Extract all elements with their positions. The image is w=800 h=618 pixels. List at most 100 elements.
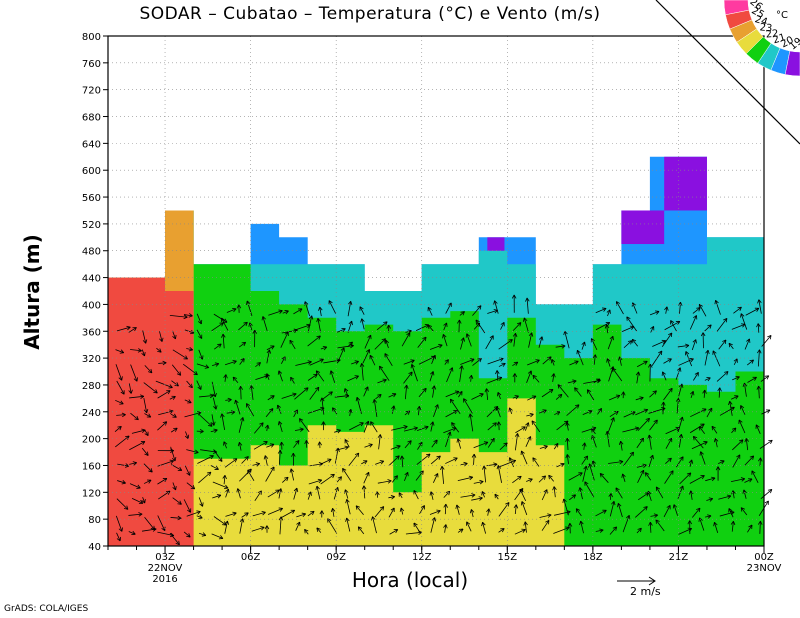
wind-vector bbox=[157, 421, 168, 431]
wind-vector-shaft bbox=[554, 411, 561, 416]
wind-vector-shaft bbox=[344, 388, 349, 398]
wind-vector bbox=[609, 501, 616, 517]
wind-vector-shaft bbox=[745, 307, 760, 316]
wind-vector-shaft bbox=[221, 317, 229, 331]
wind-vector-head bbox=[748, 524, 753, 528]
wind-vector-shaft bbox=[636, 527, 642, 534]
wind-vector-head bbox=[248, 322, 251, 327]
wind-vector-shaft bbox=[675, 367, 681, 380]
wind-vector bbox=[500, 321, 505, 330]
wind-vector-head bbox=[606, 358, 608, 363]
wind-vector-head bbox=[399, 507, 402, 512]
wind-vector bbox=[128, 383, 133, 394]
wind-vector-shaft bbox=[482, 522, 487, 534]
wind-vector-shaft bbox=[255, 362, 261, 368]
wind-vector-shaft bbox=[266, 373, 270, 381]
wind-vector-head bbox=[354, 452, 359, 456]
wind-vector-shaft bbox=[692, 507, 701, 518]
wind-vector bbox=[512, 373, 518, 383]
wind-vector-head bbox=[764, 500, 769, 504]
wind-vector-head bbox=[473, 453, 477, 458]
wind-vector-head bbox=[561, 345, 566, 349]
wind-vector-head bbox=[243, 358, 245, 363]
wind-vector-shaft bbox=[524, 422, 529, 431]
wind-vector-head bbox=[120, 400, 124, 405]
wind-vector bbox=[296, 512, 306, 518]
wind-vector-head bbox=[198, 336, 202, 339]
wind-vector-head bbox=[758, 299, 762, 303]
wind-vector-shaft bbox=[375, 394, 382, 400]
wind-vector-head bbox=[221, 322, 224, 327]
wind-vector-shaft bbox=[170, 446, 176, 462]
wind-vector-head bbox=[689, 490, 692, 495]
wind-vector bbox=[542, 356, 552, 365]
wind-vector-head bbox=[443, 524, 447, 528]
wind-vector-head bbox=[172, 335, 176, 340]
wind-vector bbox=[744, 455, 755, 466]
wind-vector-head bbox=[478, 496, 483, 499]
wind-vector bbox=[347, 375, 359, 382]
wind-vector-head bbox=[125, 465, 130, 468]
wind-vector-head bbox=[640, 397, 644, 401]
wind-vector-head bbox=[737, 306, 742, 309]
wind-vector-head bbox=[390, 495, 395, 498]
wind-vector bbox=[186, 346, 194, 352]
wind-vector-head bbox=[246, 300, 248, 305]
wind-vector-head bbox=[278, 516, 282, 521]
wind-vector-head bbox=[621, 473, 623, 478]
wind-vector bbox=[304, 440, 309, 448]
wind-vector-head bbox=[221, 413, 225, 418]
wind-vector-shaft bbox=[568, 472, 583, 481]
wind-vector-head bbox=[525, 297, 528, 302]
wind-vector-shaft bbox=[224, 374, 227, 382]
wind-vector-head bbox=[463, 461, 468, 464]
wind-vector-shaft bbox=[566, 454, 569, 465]
wind-vector bbox=[498, 362, 506, 367]
legend-level-label: 21 bbox=[772, 32, 787, 46]
wind-vector-head bbox=[202, 502, 204, 507]
wind-vector bbox=[222, 475, 227, 485]
wind-vector-shaft bbox=[679, 472, 692, 485]
wind-vector-shaft bbox=[699, 517, 705, 531]
wind-vector-shaft bbox=[384, 353, 393, 367]
wind-vector bbox=[449, 398, 461, 415]
wind-vector-shaft bbox=[323, 359, 341, 364]
wind-vector-head bbox=[632, 338, 637, 342]
wind-vector-shaft bbox=[224, 360, 237, 366]
wind-vector-head bbox=[311, 315, 314, 320]
wind-vector bbox=[541, 519, 550, 531]
wind-vector-shaft bbox=[351, 360, 359, 365]
wind-vector bbox=[565, 454, 570, 465]
wind-vector-shaft bbox=[622, 515, 630, 533]
wind-vector-head bbox=[571, 494, 576, 496]
wind-vector bbox=[398, 492, 403, 499]
wind-vector-head bbox=[148, 470, 153, 473]
wind-vector-head bbox=[627, 340, 632, 342]
wind-vector-head bbox=[212, 393, 216, 398]
wind-vector-shaft bbox=[116, 532, 121, 542]
wind-vector-shaft bbox=[183, 531, 191, 538]
wind-vector-head bbox=[246, 456, 249, 461]
wind-vector-head bbox=[496, 406, 500, 410]
wind-vector-head bbox=[639, 437, 644, 441]
wind-vector bbox=[238, 417, 245, 433]
wind-vector bbox=[304, 528, 309, 535]
wind-vector-shaft bbox=[186, 482, 195, 490]
wind-vector-shaft bbox=[364, 334, 372, 349]
wind-vector-shaft bbox=[337, 446, 349, 451]
wind-vector-shaft bbox=[416, 453, 431, 465]
wind-vector-head bbox=[643, 506, 648, 508]
wind-vector-head bbox=[482, 465, 485, 470]
wind-vector bbox=[757, 299, 762, 314]
wind-vector bbox=[698, 303, 707, 317]
wind-vector-head bbox=[256, 463, 260, 467]
wind-vector-shaft bbox=[541, 389, 554, 398]
wind-vector-shaft bbox=[757, 349, 760, 367]
wind-vector-head bbox=[266, 373, 270, 377]
wind-vector bbox=[688, 459, 694, 467]
wind-vector-head bbox=[488, 508, 491, 513]
wind-vector-shaft bbox=[597, 408, 602, 415]
wind-vector-head bbox=[649, 521, 653, 526]
wind-vector-head bbox=[517, 475, 522, 478]
wind-vector bbox=[391, 425, 408, 431]
